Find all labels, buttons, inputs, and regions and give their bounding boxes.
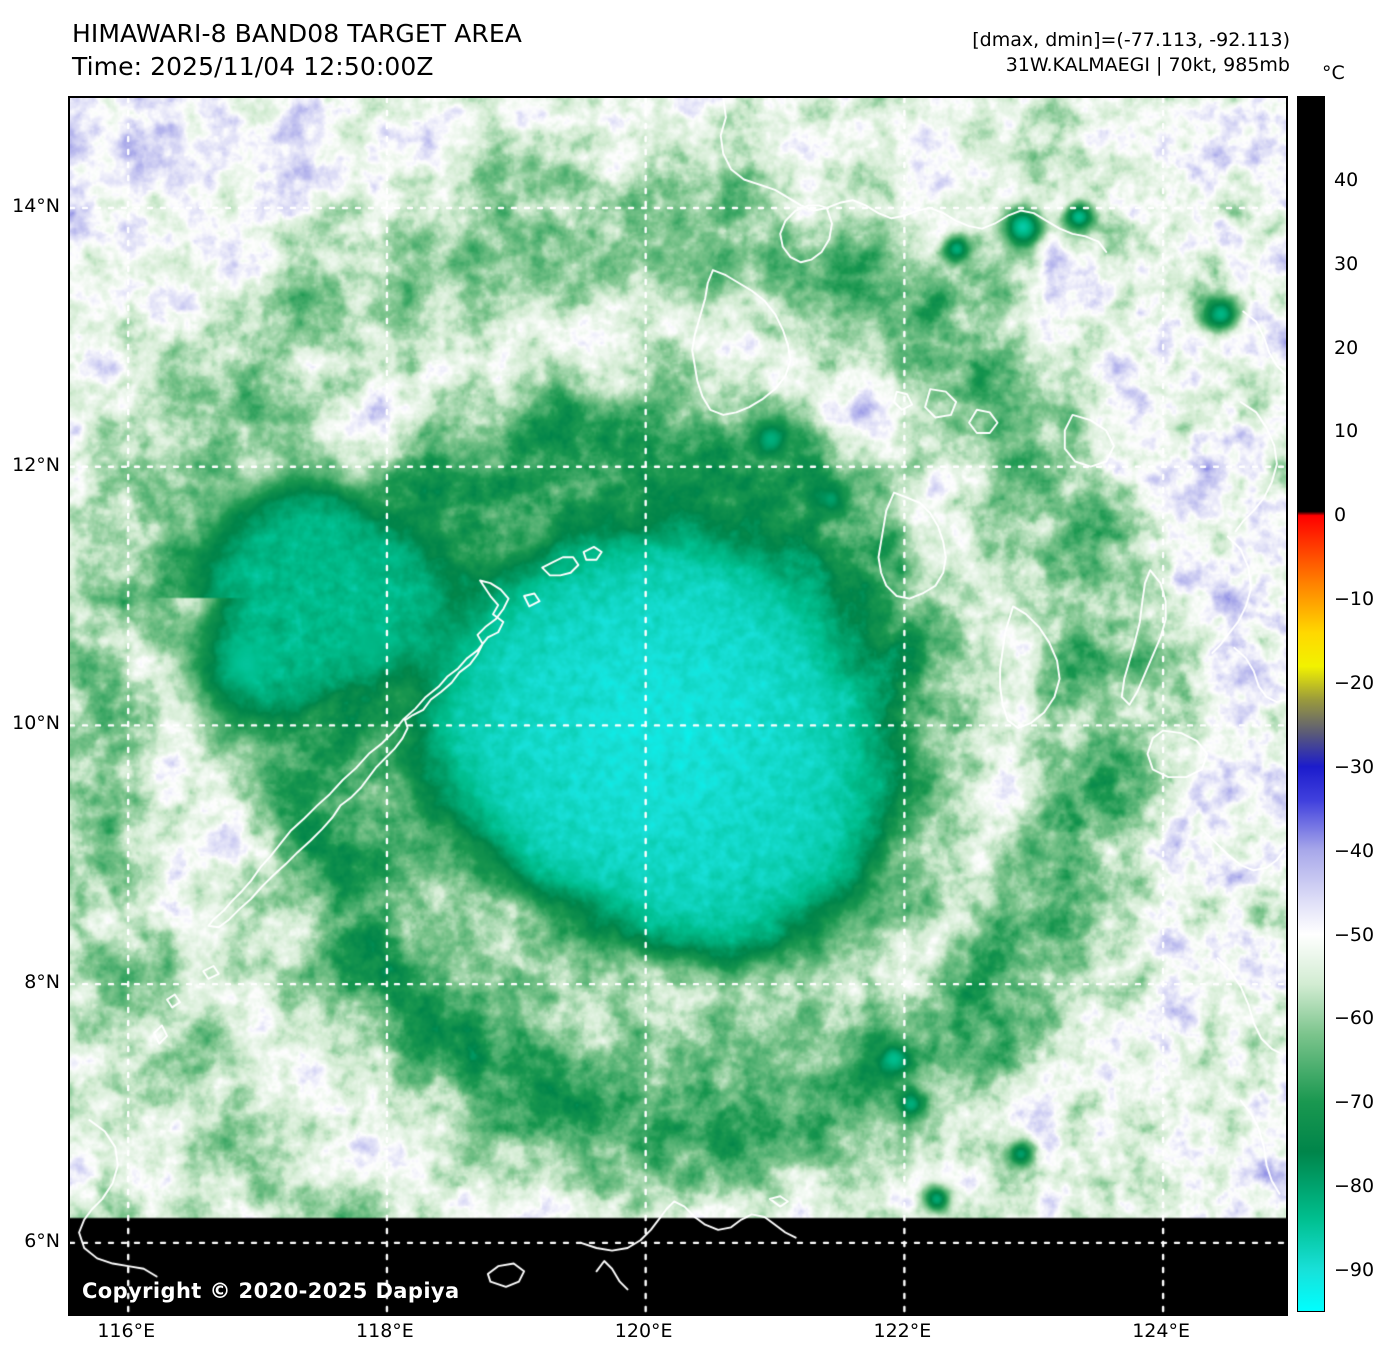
colorbar-tick-label: 20 (1334, 336, 1359, 359)
colorbar-tick-label: −50 (1334, 923, 1375, 946)
infrared-satellite-image (70, 98, 1286, 1314)
colorbar-tick-label: −10 (1334, 588, 1375, 611)
title-block: HIMAWARI-8 BAND08 TARGET AREA Time: 2025… (72, 18, 522, 83)
data-range-label: [dmax, dmin]=(-77.113, -92.113) (972, 29, 1290, 51)
colorbar-gradient (1298, 97, 1324, 1311)
colorbar-tick-label: −90 (1334, 1259, 1375, 1282)
colorbar-tick-label: −30 (1334, 755, 1375, 778)
copyright-label: Copyright © 2020-2025 Dapiya (82, 1279, 460, 1303)
colorbar-tick-label: 40 (1334, 168, 1359, 191)
latitude-tick-label: 10°N (12, 712, 60, 735)
longitude-tick-label: 120°E (614, 1320, 673, 1342)
colorbar-tick-label: 0 (1334, 504, 1347, 527)
latitude-tick-label: 8°N (24, 971, 60, 994)
colorbar-tick-label: 10 (1334, 420, 1359, 443)
storm-info-label: 31W.KALMAEGI | 70kt, 985mb (1005, 54, 1290, 77)
timestamp-label: Time: 2025/11/04 12:50:00Z (72, 51, 434, 81)
temperature-colorbar[interactable] (1297, 96, 1325, 1312)
colorbar-units-label: °C (1322, 62, 1345, 84)
colorbar-tick-label: 30 (1334, 252, 1359, 275)
satellite-plot-area[interactable] (68, 96, 1288, 1316)
colorbar-tick-label: −80 (1334, 1175, 1375, 1198)
longitude-tick-label: 116°E (97, 1320, 156, 1342)
longitude-tick-label: 124°E (1132, 1320, 1190, 1342)
latitude-tick-label: 12°N (12, 453, 60, 476)
page-title: HIMAWARI-8 BAND08 TARGET AREA (72, 19, 522, 48)
colorbar-tick-label: −60 (1334, 1007, 1375, 1030)
longitude-tick-label: 122°E (873, 1320, 932, 1342)
latitude-tick-label: 6°N (24, 1229, 60, 1252)
colorbar-tick-label: −20 (1334, 672, 1375, 695)
colorbar-tick-label: −40 (1334, 839, 1375, 862)
latitude-tick-label: 14°N (12, 194, 60, 217)
colorbar-tick-label: −70 (1334, 1091, 1375, 1114)
metadata-block: [dmax, dmin]=(-77.113, -92.113) 31W.KALM… (972, 28, 1290, 78)
longitude-tick-label: 118°E (356, 1320, 414, 1342)
